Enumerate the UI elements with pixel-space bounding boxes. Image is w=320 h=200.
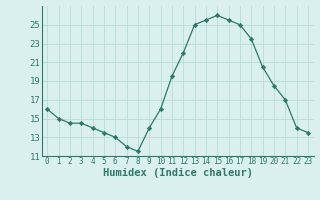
X-axis label: Humidex (Indice chaleur): Humidex (Indice chaleur)	[103, 168, 252, 178]
